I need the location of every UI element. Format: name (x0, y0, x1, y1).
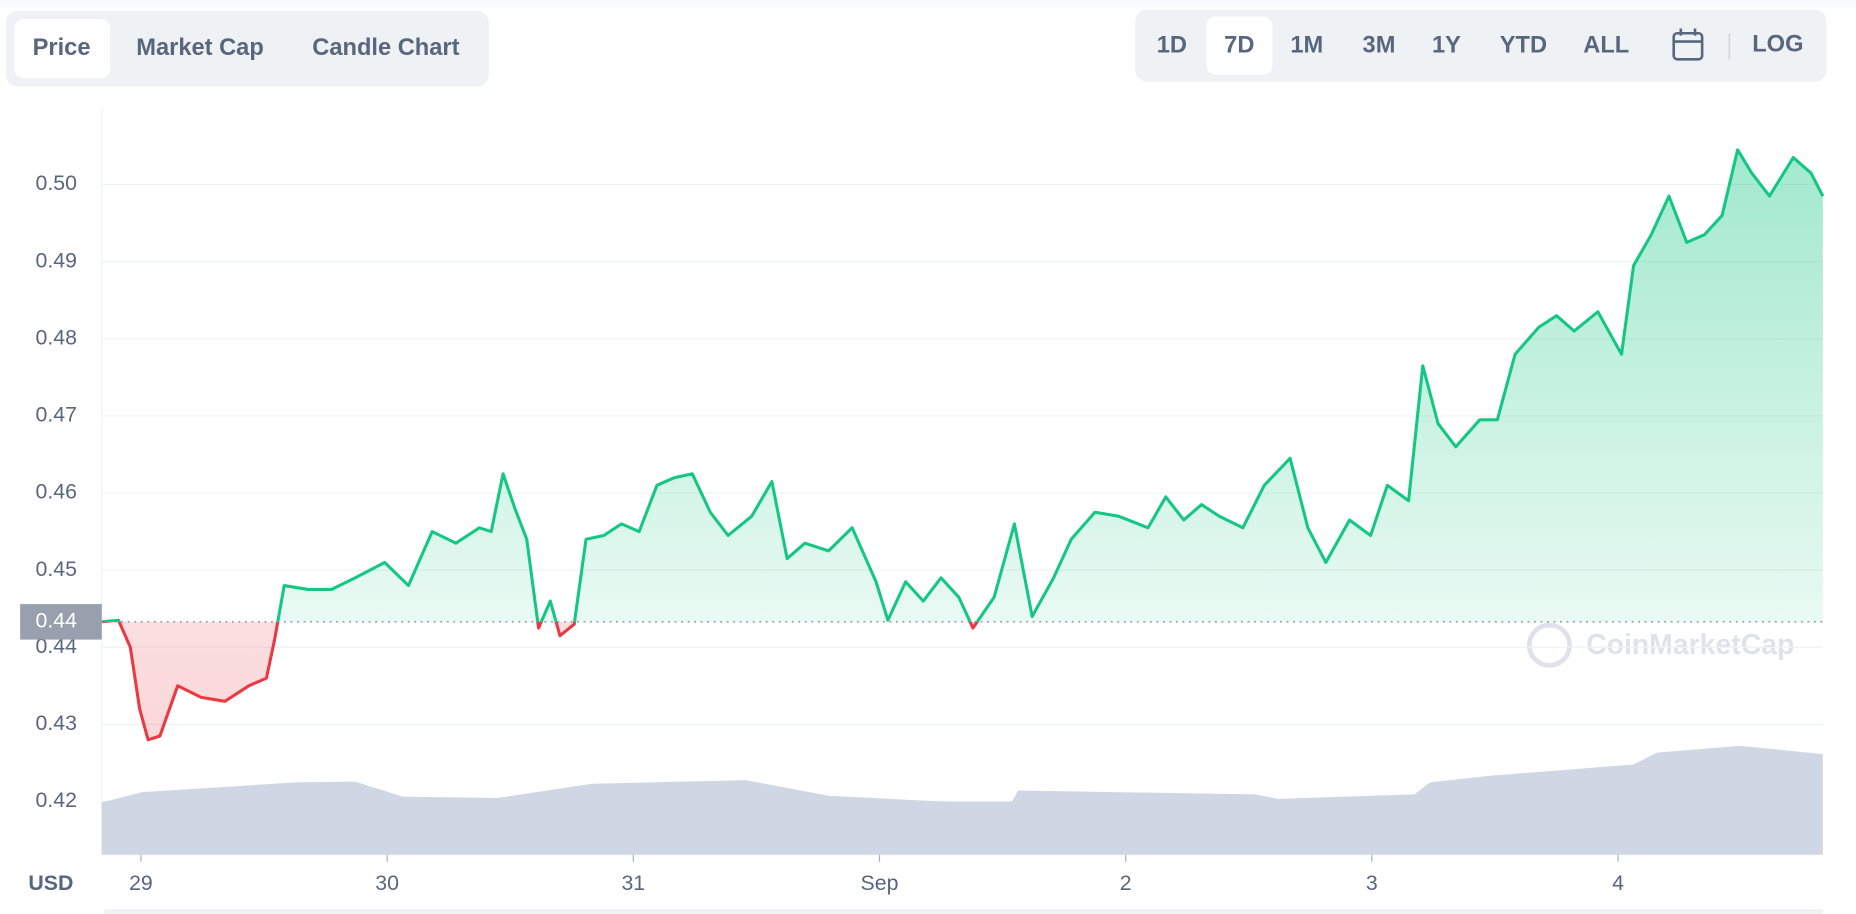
y-axis-label: USD (28, 871, 73, 895)
y-tick-label: 0.45 (36, 557, 77, 581)
x-tick-label: 4 (1612, 871, 1624, 895)
x-tick-label: 30 (375, 871, 399, 895)
x-tick-label: 29 (129, 871, 153, 895)
watermark-text: CoinMarketCap (1586, 629, 1794, 661)
y-tick-label: 0.43 (36, 711, 77, 735)
baseline-label: 0.44 (36, 608, 78, 632)
y-tick-label: 0.48 (36, 325, 77, 349)
area-down (119, 621, 978, 740)
tab[interactable]: Price (33, 35, 91, 61)
log-button[interactable]: LOG (1752, 31, 1803, 57)
x-tick-label: Sep (861, 871, 899, 895)
y-tick-label: 0.46 (36, 480, 77, 504)
range-button[interactable]: 7D (1224, 33, 1254, 59)
calendar-icon[interactable] (1672, 28, 1704, 61)
range-button[interactable]: 1Y (1432, 33, 1461, 59)
y-tick-label: 0.49 (36, 248, 77, 272)
top-shade (0, 0, 1856, 8)
baseline-tag (20, 604, 102, 640)
navigator-strip (104, 909, 1823, 914)
range-button[interactable]: ALL (1583, 33, 1629, 59)
y-tick-label: 0.47 (36, 403, 77, 427)
tab[interactable]: Market Cap (136, 35, 264, 61)
tab-group (5, 10, 489, 87)
volume-area (101, 745, 1823, 855)
price-line-up (101, 148, 1825, 622)
tab-active-bg (14, 19, 111, 79)
tab[interactable]: Candle Chart (312, 35, 459, 61)
range-button[interactable]: 1M (1290, 33, 1323, 59)
range-button[interactable]: 1D (1157, 33, 1187, 59)
y-tick-label: 0.42 (36, 788, 77, 812)
watermark: CoinMarketCap (1526, 622, 1794, 668)
plot: 0.420.430.440.450.460.470.480.490.500.44… (20, 109, 1825, 895)
y-tick-label: 0.50 (36, 171, 78, 195)
range-button[interactable]: 3M (1363, 33, 1396, 59)
x-tick-label: 2 (1120, 871, 1132, 895)
range-group (1135, 9, 1827, 82)
range-button[interactable]: YTD (1500, 33, 1547, 59)
area-up (101, 149, 1823, 622)
x-tick-label: 3 (1366, 871, 1378, 895)
range-active-bg (1206, 16, 1273, 75)
x-tick-label: 31 (621, 871, 645, 895)
